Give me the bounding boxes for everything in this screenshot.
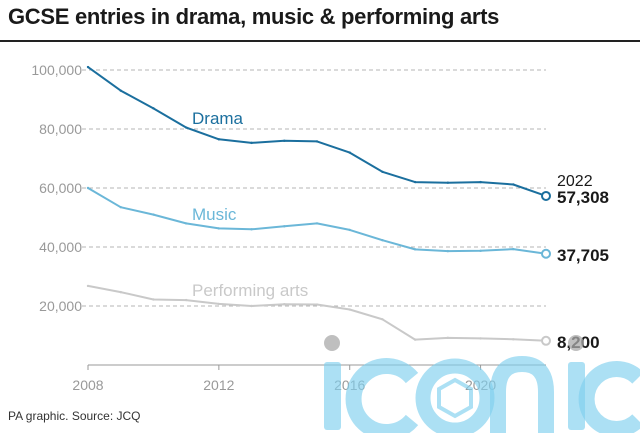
data-point (315, 140, 319, 143)
data-point (512, 338, 515, 341)
y-tick-label: 20,000 (39, 298, 82, 314)
end-value-label: 37,705 (557, 246, 609, 265)
series-name-label: Music (192, 205, 237, 224)
data-point (512, 183, 515, 186)
data-point (152, 213, 155, 216)
series-name-label: Drama (192, 109, 244, 128)
data-point (512, 247, 515, 251)
data-point (446, 181, 450, 184)
data-point (479, 249, 482, 253)
data-point (348, 151, 351, 154)
data-point (315, 303, 319, 306)
x-tick-label: 2016 (334, 377, 365, 393)
source-note: PA graphic. Source: JCQ (8, 409, 141, 423)
series-end-marker (541, 190, 551, 201)
data-point (283, 139, 286, 142)
chart-title: GCSE entries in drama, music & performin… (8, 4, 500, 29)
end-value-label: 57,308 (557, 188, 609, 207)
data-point (250, 141, 253, 145)
data-point (315, 222, 319, 225)
data-point (348, 308, 351, 311)
data-point (152, 298, 155, 301)
y-tick-label: 80,000 (39, 121, 82, 137)
data-point (283, 225, 286, 228)
data-point (381, 318, 384, 321)
data-point (381, 170, 384, 173)
data-point (217, 227, 221, 230)
year-annotation: 2022 (557, 173, 593, 190)
data-point (381, 239, 384, 242)
series-line-music (87, 187, 547, 255)
data-point (119, 89, 122, 92)
data-point (413, 338, 417, 341)
data-point (119, 205, 122, 209)
title-rule (0, 40, 640, 42)
series-end-marker (541, 335, 551, 346)
x-tick-label: 2008 (72, 377, 103, 393)
data-point (479, 337, 482, 340)
data-point (446, 336, 450, 340)
data-point (479, 180, 482, 184)
data-point (348, 228, 351, 232)
data-point (250, 304, 253, 308)
data-point (184, 298, 188, 302)
data-point (152, 107, 155, 110)
data-point (86, 284, 90, 288)
data-point (86, 65, 90, 69)
y-tick-label: 40,000 (39, 239, 82, 255)
y-tick-label: 100,000 (31, 62, 82, 78)
y-tick-label: 60,000 (39, 180, 82, 196)
data-point (413, 180, 417, 184)
data-point (413, 248, 417, 251)
data-point (86, 186, 90, 190)
series-end-marker (541, 248, 551, 259)
end-value-label: 8,200 (557, 333, 600, 352)
series-line-performing_arts (87, 284, 547, 342)
data-point (283, 303, 286, 306)
data-point (250, 228, 253, 231)
x-tick-label: 2012 (203, 377, 234, 393)
x-tick-label: 2020 (465, 377, 496, 393)
data-point (184, 126, 188, 129)
series-line-drama (87, 66, 547, 197)
series-name-label: Performing arts (192, 281, 308, 300)
data-point (217, 302, 221, 306)
data-point (446, 249, 450, 253)
data-point (217, 138, 221, 141)
data-point (119, 290, 122, 294)
data-point (184, 222, 188, 225)
